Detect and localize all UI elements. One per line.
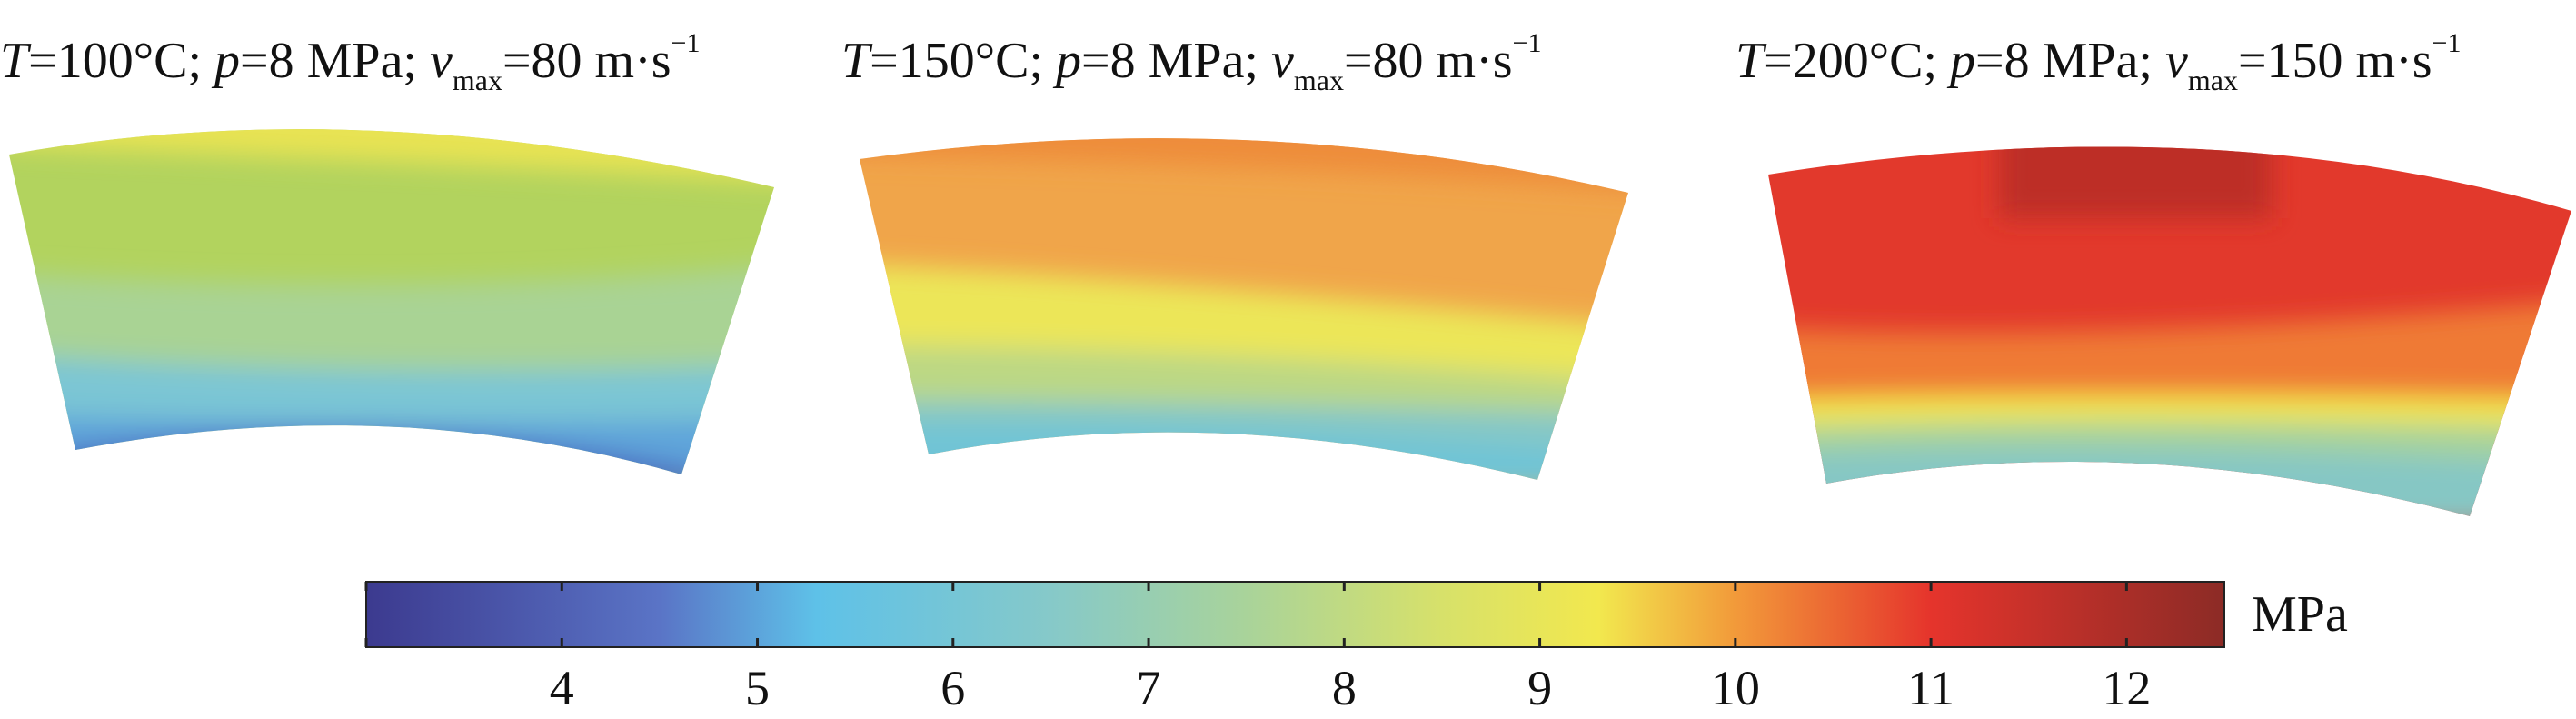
- panel-1-field: [9, 129, 774, 474]
- colorbar-strip: [365, 581, 2225, 648]
- colorbar-tick-labels: 4 5 6 7 8 9 10 11 12: [550, 661, 2152, 715]
- colorbar-tick-label: 7: [1137, 661, 1161, 715]
- colorbar-tick-label: 10: [1711, 661, 1760, 715]
- colorbar-tick-label: 8: [1332, 661, 1357, 715]
- panel-2-field: [860, 138, 1628, 480]
- panel-title-2: T=150°C; p=8 MPa; vmax=80 m·s−1: [841, 28, 1542, 96]
- panel-title-1: T=100°C; p=8 MPa; vmax=80 m·s−1: [0, 28, 701, 96]
- panel-3-field: [1768, 146, 2571, 516]
- colorbar-unit-label: MPa: [2252, 586, 2348, 643]
- colorbar-tick-label: 5: [745, 661, 770, 715]
- colorbar-tick-label: 6: [940, 661, 965, 715]
- colorbar: 4 5 6 7 8 9 10 11 12: [364, 581, 2225, 715]
- colorbar-tick-label: 11: [1907, 661, 1954, 715]
- colorbar-ticks: [364, 582, 2128, 647]
- colorbar-tick-label: 9: [1527, 661, 1552, 715]
- colorbar-tick-label: 12: [2102, 661, 2151, 715]
- panel-title-3: T=200°C; p=8 MPa; vmax=150 m·s−1: [1736, 28, 2462, 96]
- colorbar-tick-label: 4: [550, 661, 574, 715]
